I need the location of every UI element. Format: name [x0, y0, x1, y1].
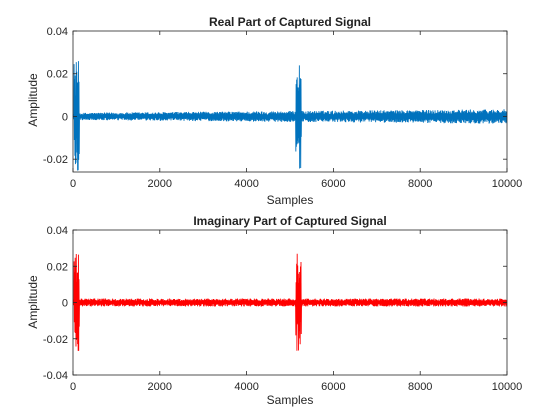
imaginary-part-y-tick-label: 0.02: [47, 261, 68, 273]
real-part-x-tick-label: 10000: [492, 178, 523, 190]
real-part-signal-trace: [73, 61, 507, 171]
real-part-x-tick-label: 4000: [234, 178, 258, 190]
real-part-y-tick-label: -0.02: [43, 154, 68, 166]
imaginary-part-x-tick-label: 6000: [321, 381, 345, 393]
real-part-x-tick-label: 8000: [408, 178, 432, 190]
real-part-x-tick-label: 0: [70, 178, 76, 190]
real-part-y-tick-label: 0.04: [47, 26, 68, 38]
real-part-axes-background: [73, 31, 507, 172]
real-part-axes: Real Part of Captured Signal 0 2000 4000 60…: [26, 15, 522, 207]
imaginary-part-x-tick-label: 10000: [492, 381, 523, 393]
real-part-axes-frame: [72, 30, 508, 173]
real-part-x-axis-label: Samples: [267, 193, 314, 207]
imaginary-part-x-tick-label: 8000: [408, 381, 432, 393]
real-part-x-tick-label: 6000: [321, 178, 345, 190]
imaginary-part-title: Imaginary Part of Captured Signal: [193, 214, 386, 228]
imaginary-part-x-tick-label: 2000: [148, 381, 172, 393]
real-part-y-tick-label: 0.02: [47, 69, 68, 81]
imaginary-part-y-tick-label: -0.04: [43, 370, 68, 382]
imaginary-part-x-tick-label: 4000: [234, 381, 258, 393]
imaginary-part-y-tick-label: 0: [62, 298, 68, 310]
real-part-y-tick-label: 0: [62, 111, 68, 123]
imaginary-part-plot-area: 0 2000 4000 6000 8000 10000 -0.04 -0.02 0 0.02 0.0…: [43, 225, 522, 393]
real-part-x-tick-label: 2000: [148, 178, 172, 190]
imaginary-part-y-axis-label: Amplitude: [26, 275, 40, 329]
imaginary-part-y-tick-label: -0.02: [43, 334, 68, 346]
imaginary-part-axes: Imaginary Part of Captured Signal 0 2000 4…: [26, 214, 522, 407]
imaginary-part-y-tick-label: 0.04: [47, 225, 68, 237]
imaginary-part-x-tick-label: 0: [70, 381, 76, 393]
imaginary-part-signal-trace: [73, 253, 507, 351]
real-part-title: Real Part of Captured Signal: [209, 15, 371, 29]
imaginary-part-x-axis-label: Samples: [267, 393, 314, 407]
real-part-y-axis-label: Amplitude: [26, 73, 40, 127]
